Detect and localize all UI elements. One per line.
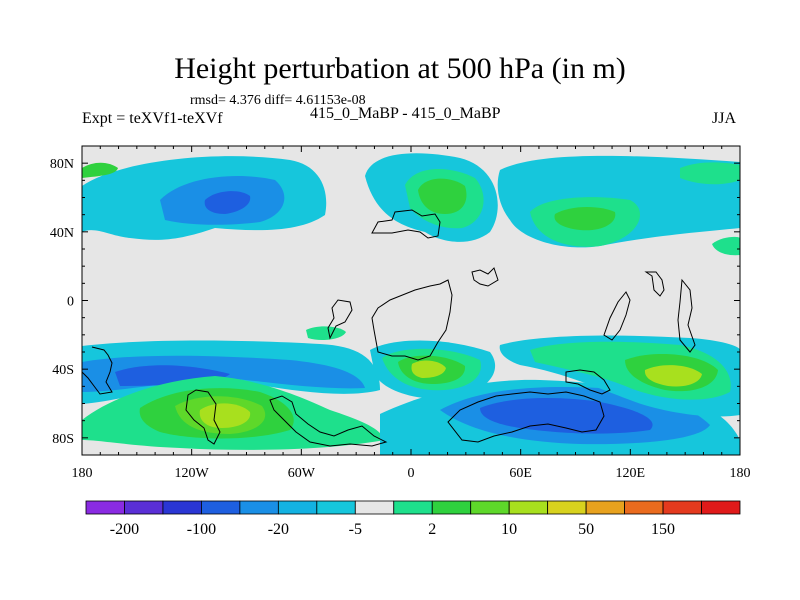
contour-map	[82, 146, 740, 455]
colorbar-label: -100	[187, 521, 216, 538]
x-tick-label: 60E	[509, 466, 532, 481]
colorbar-swatch	[162, 500, 202, 515]
contour-nh-japan-green	[712, 236, 740, 256]
colorbar-swatch	[624, 500, 664, 515]
season-label: JJA	[712, 110, 737, 127]
colorbar-swatch	[662, 500, 702, 515]
coastline-east-asia-arc	[644, 271, 665, 297]
colorbar-label: 150	[651, 521, 675, 538]
continent-outlines	[82, 209, 696, 447]
y-tick-label: 80S	[52, 432, 74, 447]
coastline-new-guinea	[677, 278, 696, 353]
x-tick-label: 0	[408, 466, 415, 481]
x-tick-label: 120E	[616, 466, 646, 481]
colorbar-label: -20	[268, 521, 289, 538]
y-tick-label: 40S	[52, 363, 74, 378]
colorbar-swatch	[201, 500, 241, 515]
colorbar-swatch	[124, 500, 164, 515]
colorbar-label: -5	[349, 521, 362, 538]
colorbar-swatch	[547, 500, 587, 515]
coastline-antarctica-west	[82, 346, 113, 395]
y-tick-label: 40N	[50, 226, 74, 241]
contour-sh-indian-core	[480, 398, 653, 434]
colorbar-label: 50	[578, 521, 594, 538]
colorbar-swatch	[239, 500, 279, 515]
colorbar-swatch	[585, 500, 625, 515]
coastline-indonesia	[603, 291, 631, 341]
y-tick-label: 0	[67, 295, 74, 310]
colorbar: -200 -100 -20 -5 2 10 50 150	[85, 500, 741, 538]
contour-sh-atlantic-core	[411, 360, 446, 378]
x-tick-label: 180	[730, 466, 751, 481]
coastline-antarctica-pen	[185, 389, 221, 445]
y-tick-label: 80N	[50, 157, 74, 172]
chart-title: Height perturbation at 500 hPa (in m)	[174, 52, 626, 85]
contour-nh-atlantic-core	[418, 178, 467, 214]
colorbar-swatch	[393, 500, 433, 515]
x-tick-label: 120W	[175, 466, 210, 481]
colorbar-label: -200	[110, 521, 139, 538]
rmsd-diff-stats: rmsd= 4.376 diff= 4.61153e-08	[190, 93, 366, 108]
experiment-label: Expt = teXVf1-teXVf	[82, 110, 223, 127]
colorbar-swatch	[316, 500, 356, 515]
coastline-south-pole-edge	[565, 369, 611, 395]
contour-nh-east-pacific-green	[82, 162, 118, 178]
x-tick-label: 180	[72, 466, 93, 481]
contour-nh-arctic-green	[680, 162, 740, 185]
map-axes: 180 120W 60W 0 60E 120E 180 80N 40N 0 40S 80S	[50, 146, 751, 481]
coastline-africa	[371, 279, 453, 361]
coastline-asia-islands	[471, 267, 499, 287]
contour-sh-australian-core	[644, 365, 702, 387]
colorbar-swatch	[701, 500, 741, 515]
colorbar-swatch	[85, 500, 125, 515]
coastline-europe	[371, 209, 441, 239]
colorbar-label: 2	[428, 521, 436, 538]
colorbar-swatch	[470, 500, 510, 515]
colorbar-label: 10	[501, 521, 517, 538]
contour-nh-asia-core	[554, 206, 616, 231]
contour-nh-pacific-trough-core	[204, 191, 251, 214]
case-names-label: 415_0_MaBP - 415_0_MaBP	[310, 105, 501, 122]
coastline-south-america-north	[327, 299, 353, 340]
colorbar-swatch	[508, 500, 549, 515]
coastline-antarctica-ross	[269, 395, 388, 447]
coastline-antarctica-east	[447, 391, 605, 443]
x-tick-label: 60W	[288, 466, 316, 481]
colorbar-swatch	[431, 500, 472, 515]
colorbar-swatch	[354, 500, 395, 515]
colorbar-swatch	[277, 500, 318, 515]
contour-sh-pacific-ridge-peak	[199, 403, 251, 428]
contour-sh-south-american-green	[306, 326, 346, 340]
